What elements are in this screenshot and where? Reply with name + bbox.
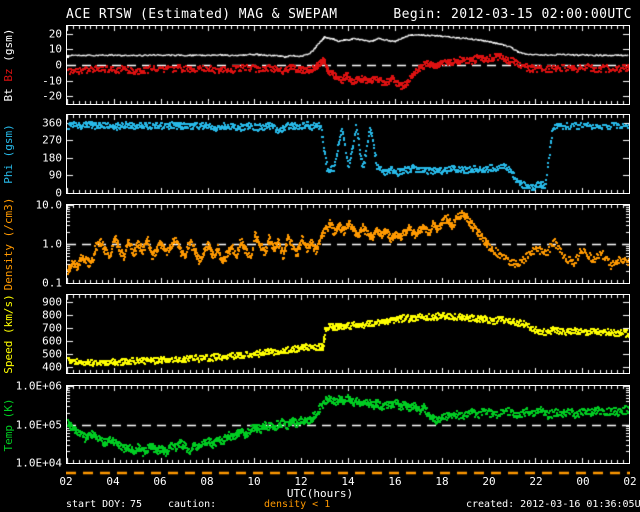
y-axis-label-wrap-5: Temp (K) bbox=[2, 385, 16, 464]
y-tick-label: 900 bbox=[42, 295, 62, 308]
x-tick-label: 06 bbox=[153, 475, 167, 488]
caution-label: caution: bbox=[168, 499, 217, 510]
x-tick-label: 18 bbox=[435, 475, 449, 488]
chart-canvas-5 bbox=[67, 386, 629, 463]
y-axis-label-wrap-2: Phi (gsm) bbox=[2, 114, 16, 194]
chart-canvas-4 bbox=[67, 295, 629, 373]
chart-canvas-1 bbox=[67, 26, 629, 104]
y-tick-label: 800 bbox=[42, 308, 62, 321]
x-tick-label: 10 bbox=[247, 475, 261, 488]
x-tick-label: 02 bbox=[59, 475, 73, 488]
x-tick-label: 20 bbox=[482, 475, 496, 488]
y-tick-label: 400 bbox=[42, 360, 62, 373]
y-axis-label-wrap-4: Speed (km/s) bbox=[2, 294, 16, 374]
y-tick-label: 0 bbox=[55, 58, 62, 72]
chart-canvas-3 bbox=[67, 205, 629, 283]
caution-density-marker-row bbox=[66, 470, 630, 476]
created-timestamp: created: 2012-03-16 01:36:05UTC bbox=[466, 499, 640, 510]
x-tick-label: 22 bbox=[529, 475, 543, 488]
page-title: ACE RTSW (Estimated) MAG & SWEPAM bbox=[66, 7, 338, 22]
chart-panel-3 bbox=[66, 204, 630, 284]
y-tick-label: 0 bbox=[55, 186, 62, 200]
y-tick-label: 10.0 bbox=[35, 198, 63, 212]
y-tick-label: 20 bbox=[48, 27, 62, 41]
x-tick-label: 00 bbox=[576, 475, 590, 488]
x-tick-label: 12 bbox=[294, 475, 308, 488]
y-axis-label-part: Bz bbox=[2, 68, 15, 89]
y-tick-label: 1.0 bbox=[42, 237, 62, 251]
chart-panel-1 bbox=[66, 25, 630, 105]
chart-panel-4 bbox=[66, 294, 630, 374]
x-axis-label: UTC(hours) bbox=[286, 487, 354, 500]
y-tick-label: 360 bbox=[42, 116, 62, 130]
x-tick-label: 16 bbox=[388, 475, 402, 488]
y-axis-label-5: Temp (K) bbox=[2, 398, 15, 451]
caution-value: density < 1 bbox=[264, 499, 331, 510]
y-tick-label: 0.1 bbox=[42, 276, 62, 290]
y-tick-label: 500 bbox=[42, 347, 62, 360]
y-axis-label-1: Bt Bz (gsm) bbox=[2, 29, 15, 102]
start-doy-label: start DOY: bbox=[66, 499, 127, 510]
y-axis-label-2: Phi (gsm) bbox=[2, 124, 15, 184]
y-tick-label: 700 bbox=[42, 321, 62, 334]
y-tick-label: 90 bbox=[48, 168, 62, 182]
y-axis-label-part: Bt bbox=[2, 88, 15, 102]
chart-panel-5 bbox=[66, 385, 630, 464]
chart-panel-2 bbox=[66, 114, 630, 194]
y-tick-label: 1.0E+04 bbox=[15, 456, 62, 470]
y-tick-label: 10 bbox=[48, 42, 62, 56]
y-axis-label-3: Density (/cm3) bbox=[2, 197, 15, 291]
x-tick-label: 04 bbox=[106, 475, 120, 488]
y-tick-label: 180 bbox=[42, 151, 62, 165]
y-tick-label: 1.0E+05 bbox=[15, 418, 62, 431]
y-tick-label: 270 bbox=[42, 133, 62, 147]
x-tick-label: 08 bbox=[200, 475, 214, 488]
x-tick-label: 02 bbox=[623, 475, 637, 488]
y-tick-label: -20 bbox=[42, 89, 62, 103]
y-tick-label: -10 bbox=[42, 74, 62, 88]
begin-time-label: Begin: 2012-03-15 02:00:00UTC bbox=[393, 7, 632, 22]
y-axis-label-4: Speed (km/s) bbox=[2, 294, 15, 374]
x-tick-label: 14 bbox=[341, 475, 355, 488]
y-tick-label: 600 bbox=[42, 334, 62, 347]
y-tick-label: 1.0E+06 bbox=[15, 379, 62, 393]
y-axis-label-part: (gsm) bbox=[2, 28, 15, 69]
chart-canvas-2 bbox=[67, 115, 629, 193]
start-doy-value: 75 bbox=[130, 499, 143, 510]
y-axis-label-wrap-1: Bt Bz (gsm) bbox=[2, 25, 16, 105]
y-axis-label-wrap-3: Density (/cm3) bbox=[2, 198, 16, 291]
